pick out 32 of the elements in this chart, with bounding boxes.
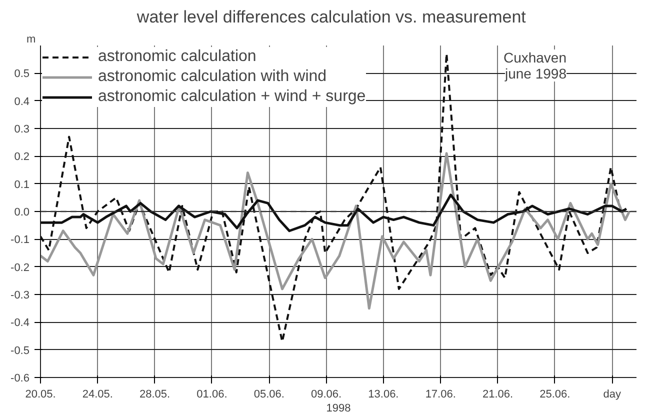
- x-tick-label: 05.06.: [254, 388, 284, 400]
- annotation: Cuxhaven: [503, 50, 567, 66]
- chart-title: water level differences calculation vs. measurement: [136, 8, 526, 26]
- y-tick-label: 0.4: [14, 96, 30, 108]
- x-tick-label: 21.06.: [482, 388, 514, 400]
- legend-label: astronomic calculation: [98, 48, 256, 66]
- y-tick-label: 0.5: [14, 68, 30, 80]
- legend-label: astronomic calculation + wind + surge: [98, 88, 366, 106]
- y-tick-label: -0.1: [10, 234, 30, 246]
- x-tick-label: 13.06.: [368, 388, 399, 400]
- annotation: june 1998: [504, 66, 567, 82]
- x-tick-label: 01.06.: [196, 388, 228, 400]
- x-tick-label: 24.05.: [82, 388, 113, 400]
- y-tick-label: -0.3: [10, 290, 30, 302]
- y-tick-label: -0.5: [10, 344, 30, 357]
- y-tick-label: 0.3: [14, 124, 30, 136]
- legend-label: astronomic calculation with wind: [98, 68, 327, 86]
- y-tick-label: -0.4: [10, 317, 30, 330]
- y-tick-label: 0.1: [14, 178, 30, 191]
- x-axis-title: 1998: [326, 402, 351, 414]
- y-axis-title: m: [26, 34, 36, 46]
- x-tick-label: 17.06.: [425, 388, 456, 400]
- x-tick-label: 09.06.: [311, 388, 342, 400]
- y-tick-label: -0.2: [10, 262, 30, 274]
- x-tick-label: 25.06.: [540, 388, 570, 400]
- line-series: [40, 152, 631, 310]
- x-tick-label: 28.05.: [140, 388, 170, 400]
- y-tick-label: 0.2: [14, 151, 30, 164]
- y-tick-label: -0.6: [10, 372, 30, 384]
- x-tick-label: day: [603, 388, 622, 400]
- x-tick-label: 20.05.: [25, 388, 56, 400]
- y-tick-label: 0.0: [14, 206, 30, 218]
